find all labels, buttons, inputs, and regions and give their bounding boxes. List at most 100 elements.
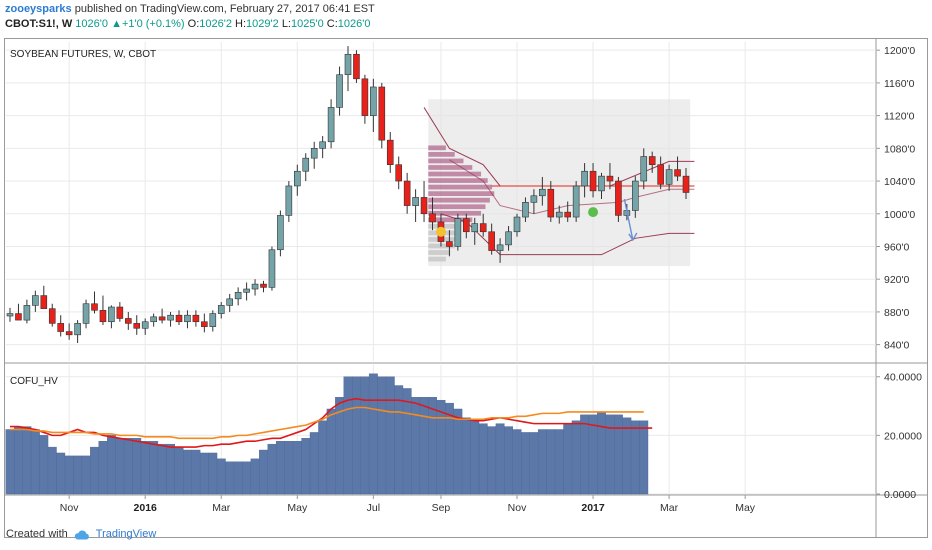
open-value: 1026'2 <box>199 18 232 30</box>
candle-body <box>581 170 588 187</box>
hv-bar <box>208 452 218 495</box>
hv-bar <box>394 385 404 495</box>
hv-bar <box>537 429 547 495</box>
candle-body <box>40 295 48 309</box>
trend-arrow-line <box>623 198 634 241</box>
signal-dot <box>588 207 599 218</box>
hv-bar <box>445 402 454 495</box>
candle-body <box>141 321 149 329</box>
hv-bar <box>630 420 640 495</box>
indicator-tick-label: 40.0000 <box>884 372 922 384</box>
x-tick-label: Jul <box>367 502 380 514</box>
hv-bar <box>478 423 488 495</box>
hv-bar <box>504 426 514 495</box>
hv-bar <box>639 420 649 495</box>
candle-body <box>150 316 157 323</box>
hv-bar <box>402 388 412 495</box>
chart-frame[interactable]: 1200'0 1160'0 1120'0 1080'0 1040'0 1000'0 960'… <box>4 38 928 538</box>
candle-body <box>572 185 580 218</box>
candle-body <box>217 305 225 314</box>
close-label: C: <box>326 18 338 30</box>
candle-body <box>209 313 217 327</box>
candle-body <box>462 218 470 233</box>
hv-bar <box>242 461 252 495</box>
profile-bar <box>428 223 462 229</box>
hv-bar <box>419 397 429 495</box>
candle-body <box>496 244 504 251</box>
hv-bar <box>199 452 209 495</box>
hv-bar <box>267 443 277 495</box>
hv-bar <box>352 376 361 495</box>
hv-bar <box>461 417 471 495</box>
last-price: 1026'0 <box>75 18 108 30</box>
hv-bar <box>39 435 49 495</box>
hv-bar <box>30 429 40 495</box>
hv-bar <box>495 423 505 495</box>
hv-bar <box>318 420 328 495</box>
y-tick-label: 960'0 <box>884 241 910 253</box>
candle-body <box>488 231 495 251</box>
hv-bar <box>225 461 235 495</box>
candle-body <box>234 291 242 300</box>
publish-info: published on TradingView.com, February 2… <box>74 3 375 15</box>
candle-body <box>454 218 462 247</box>
price-chart[interactable]: 1200'0 1160'0 1120'0 1080'0 1040'0 1000'0 960'… <box>4 38 928 538</box>
candle-body <box>133 323 141 329</box>
hv-bar <box>106 435 116 495</box>
candle-body <box>319 141 326 149</box>
tradingview-link[interactable]: TradingView <box>95 528 157 540</box>
candle-body <box>412 197 419 206</box>
profile-bar <box>428 171 482 177</box>
x-tick-label: May <box>735 502 756 514</box>
tradingview-cloud-icon <box>74 530 89 539</box>
hv-bar <box>588 414 598 495</box>
hv-bar <box>368 373 378 495</box>
hv-bar <box>377 376 387 495</box>
hv-bar <box>309 432 319 495</box>
hv-bar <box>149 441 159 495</box>
hv-bar <box>140 441 150 495</box>
high-value: 1029'2 <box>246 18 279 30</box>
candle-body <box>682 175 690 193</box>
candle-body <box>99 309 107 323</box>
x-tick-label: Nov <box>508 502 527 514</box>
hv-bar <box>284 441 294 495</box>
hv-bar <box>259 449 268 495</box>
candle-body <box>615 180 622 216</box>
profile-bar <box>428 256 446 262</box>
y-tick-label: 880'0 <box>884 307 910 319</box>
hv-bar <box>14 426 23 495</box>
created-with-label: Created with <box>6 528 68 540</box>
profile-bar <box>428 165 473 170</box>
y-tick-label: 840'0 <box>884 340 910 352</box>
candle-body <box>251 283 259 290</box>
high-label: H: <box>235 18 247 30</box>
candle-body <box>82 303 90 324</box>
x-tick-label: Sep <box>432 502 451 514</box>
hv-bar <box>56 452 66 495</box>
candle-body <box>48 308 56 324</box>
open-label: O: <box>187 18 200 30</box>
symbol-label: CBOT:S1!, W <box>5 18 73 30</box>
hv-bar <box>580 414 590 495</box>
hv-bar <box>622 417 632 495</box>
candle-body <box>395 164 403 182</box>
hv-bar <box>470 420 480 495</box>
profile-bar <box>428 250 451 255</box>
candle-body <box>606 175 614 182</box>
candle-body <box>479 223 487 233</box>
hv-bar <box>292 441 302 495</box>
candle-body <box>184 314 191 323</box>
hv-bar <box>233 461 243 495</box>
candle-body <box>429 213 436 223</box>
candle-body <box>23 305 31 321</box>
author-link[interactable]: zooeysparks <box>5 3 72 15</box>
indicator-tick-label: 20.0000 <box>884 430 922 442</box>
candle-body <box>530 195 538 203</box>
hv-bar <box>123 438 133 495</box>
candlestick-series <box>6 46 690 344</box>
candle-body <box>471 223 479 233</box>
y-tick-label: 1000'0 <box>884 209 915 221</box>
hv-bar <box>157 443 167 495</box>
candle-body <box>665 169 673 185</box>
